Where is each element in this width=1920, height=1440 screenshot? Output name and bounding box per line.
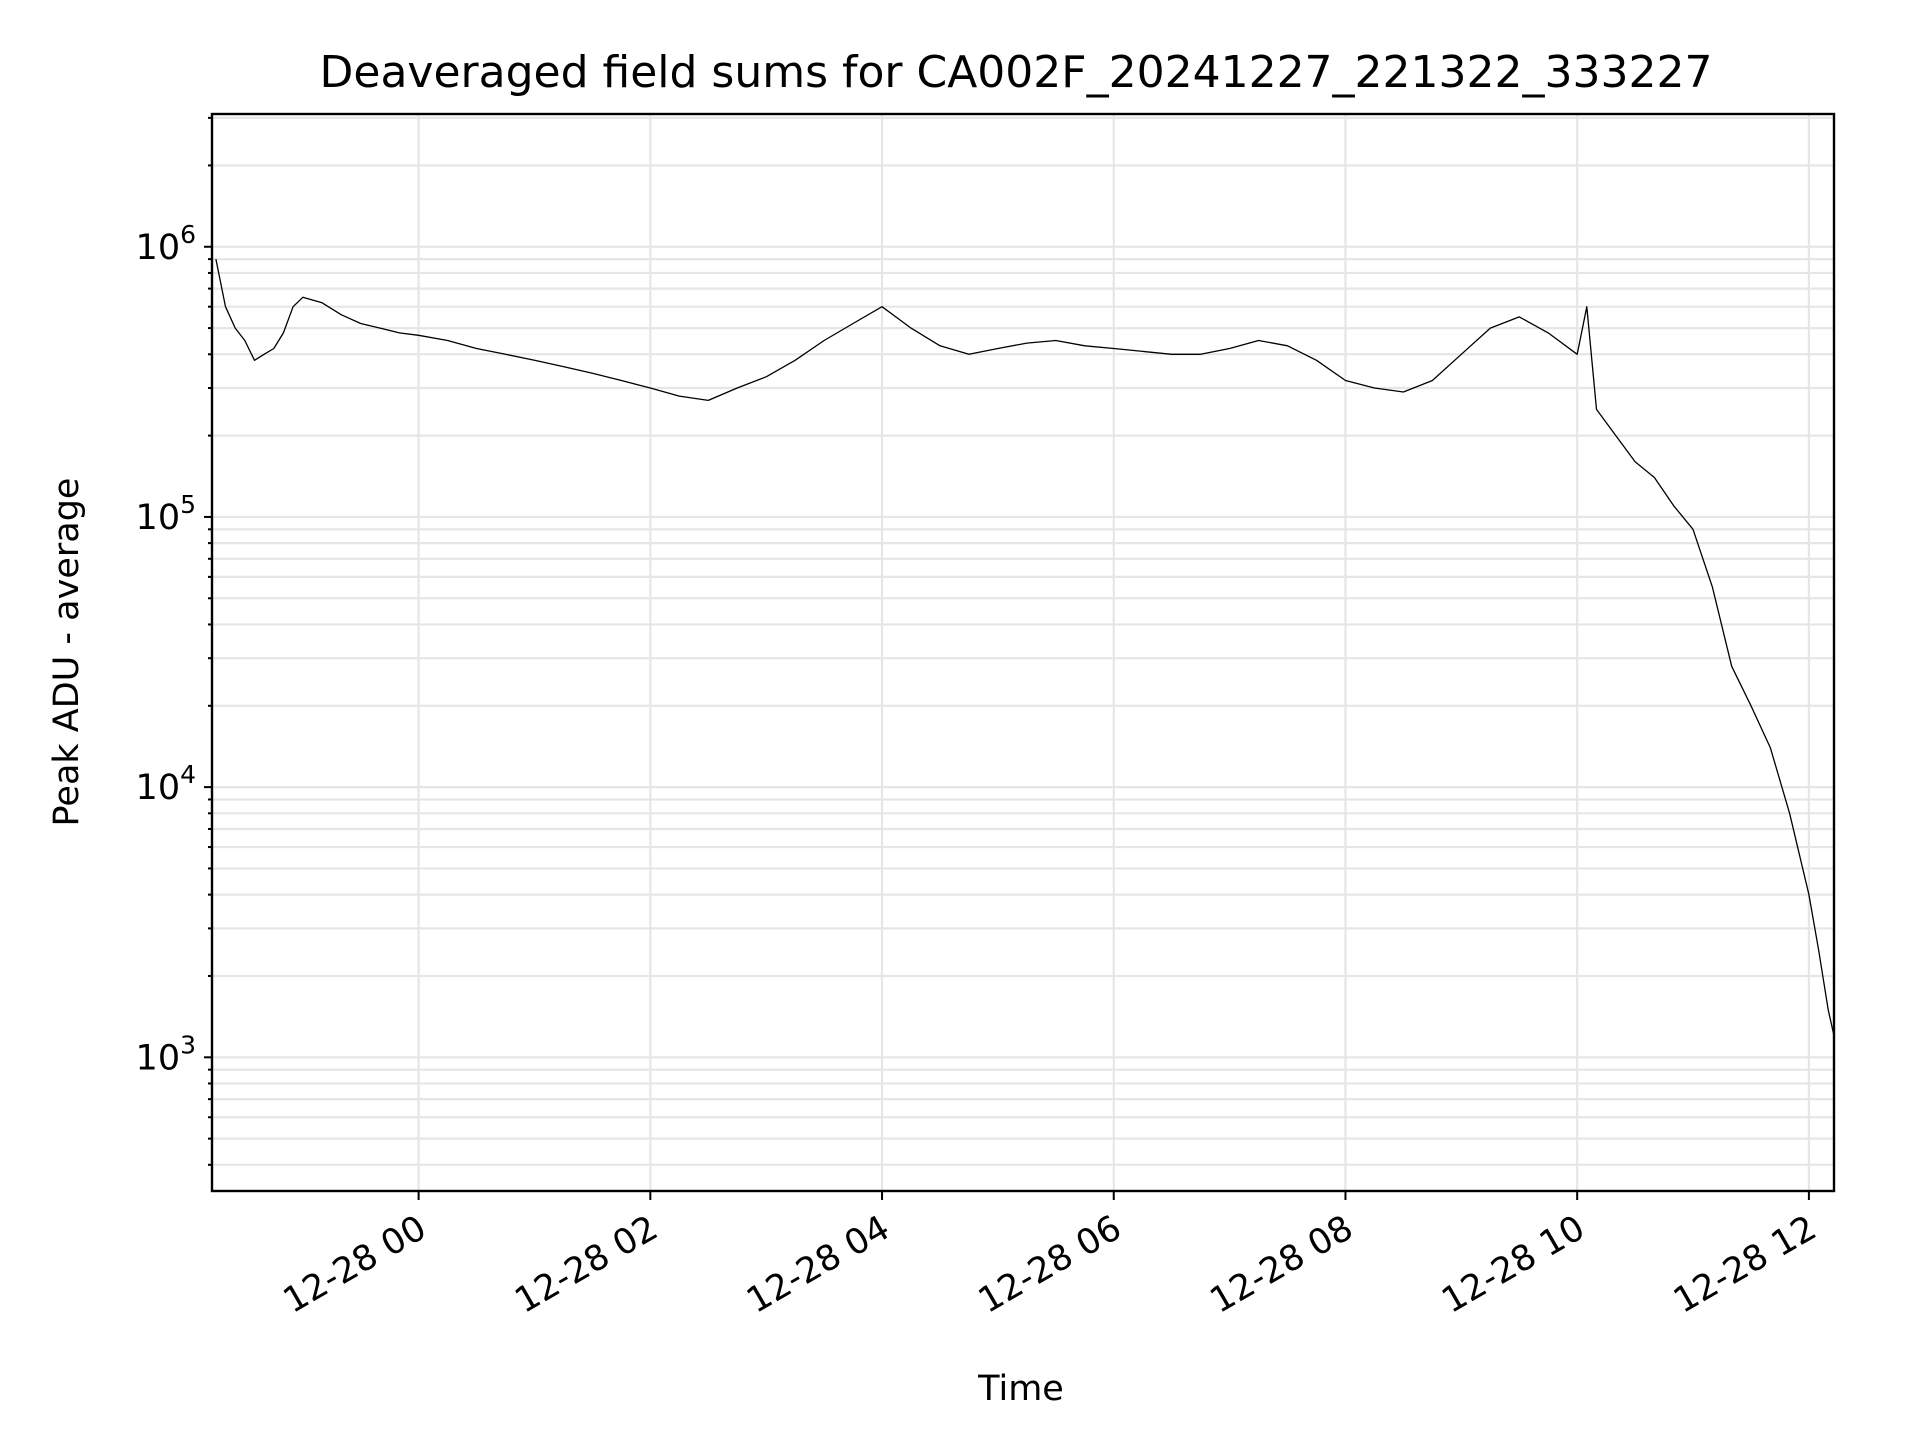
x-tick-label: 12-28 08 — [1204, 1208, 1360, 1321]
x-axis-label: Time — [977, 1369, 1064, 1409]
y-axis: 103 104 105 106 — [136, 116, 212, 1166]
x-tick-label: 12-28 12 — [1667, 1208, 1823, 1321]
y-tick-label: 105 — [136, 490, 196, 538]
plot-frame — [210, 112, 1836, 1193]
x-tick-label: 12-28 02 — [509, 1208, 665, 1321]
x-tick-label: 12-28 04 — [740, 1208, 896, 1321]
y-tick-label: 106 — [136, 220, 196, 268]
chart-title: Deaveraged field sums for CA002F_2024122… — [320, 47, 1713, 98]
grid — [212, 114, 1834, 1191]
series-line — [215, 258, 1835, 1037]
x-axis: 12-28 00 12-28 02 12-28 04 12-28 06 12-28 08… — [277, 1191, 1823, 1321]
x-tick-label: 12-28 06 — [972, 1208, 1128, 1321]
y-axis-label: Peak ADU - average — [47, 478, 87, 827]
x-tick-label: 12-28 10 — [1435, 1208, 1591, 1321]
y-tick-label: 103 — [136, 1030, 196, 1078]
x-tick-label: 12-28 00 — [277, 1208, 433, 1321]
y-tick-label: 104 — [136, 760, 196, 808]
